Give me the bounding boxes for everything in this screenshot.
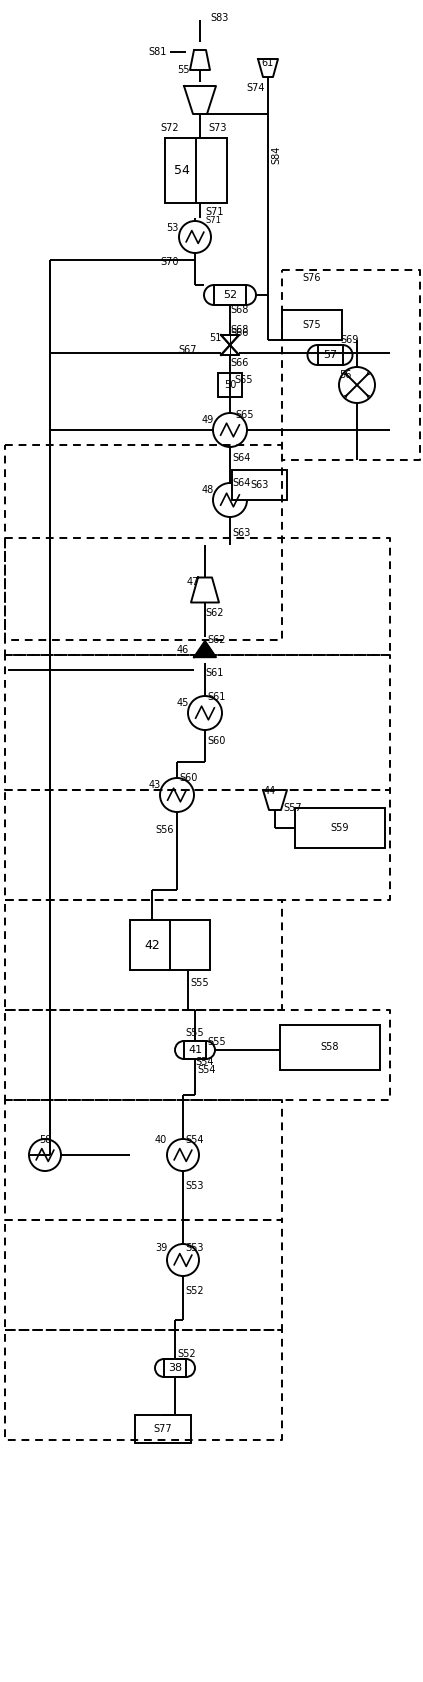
Text: 58: 58	[39, 1135, 51, 1145]
Circle shape	[167, 1139, 199, 1171]
Text: S66: S66	[231, 358, 249, 368]
Text: S65: S65	[235, 375, 253, 385]
Circle shape	[213, 483, 247, 516]
Text: 43: 43	[149, 780, 161, 791]
Text: 52: 52	[223, 289, 237, 299]
Text: S73: S73	[209, 123, 227, 133]
Text: S64: S64	[233, 478, 251, 488]
Bar	[164, 1359, 186, 1378]
Polygon shape	[343, 372, 348, 375]
Bar	[214, 284, 246, 304]
Text: S54: S54	[196, 1056, 214, 1066]
Circle shape	[188, 696, 222, 730]
Polygon shape	[366, 394, 371, 399]
Text: 42: 42	[145, 939, 160, 952]
Text: S72: S72	[161, 123, 179, 133]
Text: S83: S83	[211, 13, 229, 24]
Text: 61: 61	[262, 57, 274, 67]
Text: 51: 51	[209, 333, 221, 343]
Text: 57: 57	[323, 350, 337, 360]
Text: S52: S52	[178, 1349, 196, 1359]
Circle shape	[179, 220, 211, 252]
Circle shape	[213, 414, 247, 447]
Text: 50: 50	[224, 380, 236, 390]
Bar	[184, 1041, 206, 1060]
Text: S55: S55	[190, 977, 209, 987]
Text: S64: S64	[233, 452, 251, 463]
Text: 38: 38	[168, 1362, 182, 1373]
Text: S74: S74	[247, 82, 265, 93]
Bar	[280, 1024, 380, 1070]
Text: S65: S65	[236, 410, 254, 420]
Text: S53: S53	[186, 1243, 204, 1253]
Text: 47: 47	[187, 577, 199, 587]
Polygon shape	[366, 372, 371, 375]
Circle shape	[29, 1139, 61, 1171]
Text: S60: S60	[180, 774, 198, 784]
Text: S75: S75	[303, 320, 321, 330]
Text: 55: 55	[177, 66, 189, 76]
Text: S62: S62	[206, 607, 224, 617]
Text: 46: 46	[177, 644, 189, 654]
Text: S84: S84	[271, 146, 281, 165]
Text: 41: 41	[188, 1045, 202, 1055]
Circle shape	[167, 1245, 199, 1277]
Text: S54: S54	[186, 1135, 204, 1145]
Text: S63: S63	[251, 479, 269, 489]
Text: S52: S52	[186, 1287, 204, 1297]
Text: 54: 54	[174, 165, 190, 177]
Bar	[218, 373, 242, 397]
Bar	[232, 469, 287, 500]
Text: S69: S69	[341, 335, 359, 345]
Text: S57: S57	[284, 802, 302, 812]
Text: 45: 45	[177, 698, 189, 708]
Text: S71: S71	[206, 207, 224, 217]
Text: S58: S58	[321, 1043, 339, 1051]
Text: S60: S60	[208, 737, 226, 747]
Text: S70: S70	[161, 257, 179, 267]
Polygon shape	[194, 641, 216, 658]
Bar	[318, 345, 343, 365]
Text: S61: S61	[206, 668, 224, 678]
Text: S68: S68	[231, 304, 249, 315]
Text: 44: 44	[264, 785, 276, 796]
Polygon shape	[221, 335, 239, 345]
Text: S54: S54	[198, 1065, 216, 1075]
Text: S61: S61	[208, 691, 226, 701]
Text: 56: 56	[339, 370, 351, 380]
Text: S68: S68	[231, 325, 249, 335]
Text: S53: S53	[186, 1181, 204, 1191]
Text: S56: S56	[156, 824, 174, 834]
Text: S62: S62	[208, 636, 226, 644]
Bar	[282, 309, 342, 340]
Bar	[130, 920, 210, 971]
Bar	[165, 138, 227, 204]
Text: 49: 49	[202, 415, 214, 426]
Text: S55: S55	[208, 1038, 226, 1046]
Text: S76: S76	[303, 272, 321, 283]
Text: 40: 40	[155, 1135, 167, 1145]
Text: 53: 53	[166, 224, 178, 234]
Polygon shape	[343, 394, 348, 399]
Text: S71: S71	[205, 215, 221, 224]
Polygon shape	[221, 345, 239, 355]
Text: S67: S67	[179, 345, 197, 355]
Text: S81: S81	[149, 47, 167, 57]
Text: 48: 48	[202, 484, 214, 495]
Circle shape	[339, 367, 375, 404]
Text: S59: S59	[331, 822, 349, 833]
Bar	[295, 807, 385, 848]
Text: S55: S55	[186, 1028, 204, 1038]
Circle shape	[160, 779, 194, 812]
Text: S63: S63	[233, 528, 251, 538]
Text: 39: 39	[155, 1243, 167, 1253]
Bar	[135, 1415, 191, 1443]
Text: S77: S77	[154, 1425, 172, 1435]
Text: S66: S66	[231, 328, 249, 338]
